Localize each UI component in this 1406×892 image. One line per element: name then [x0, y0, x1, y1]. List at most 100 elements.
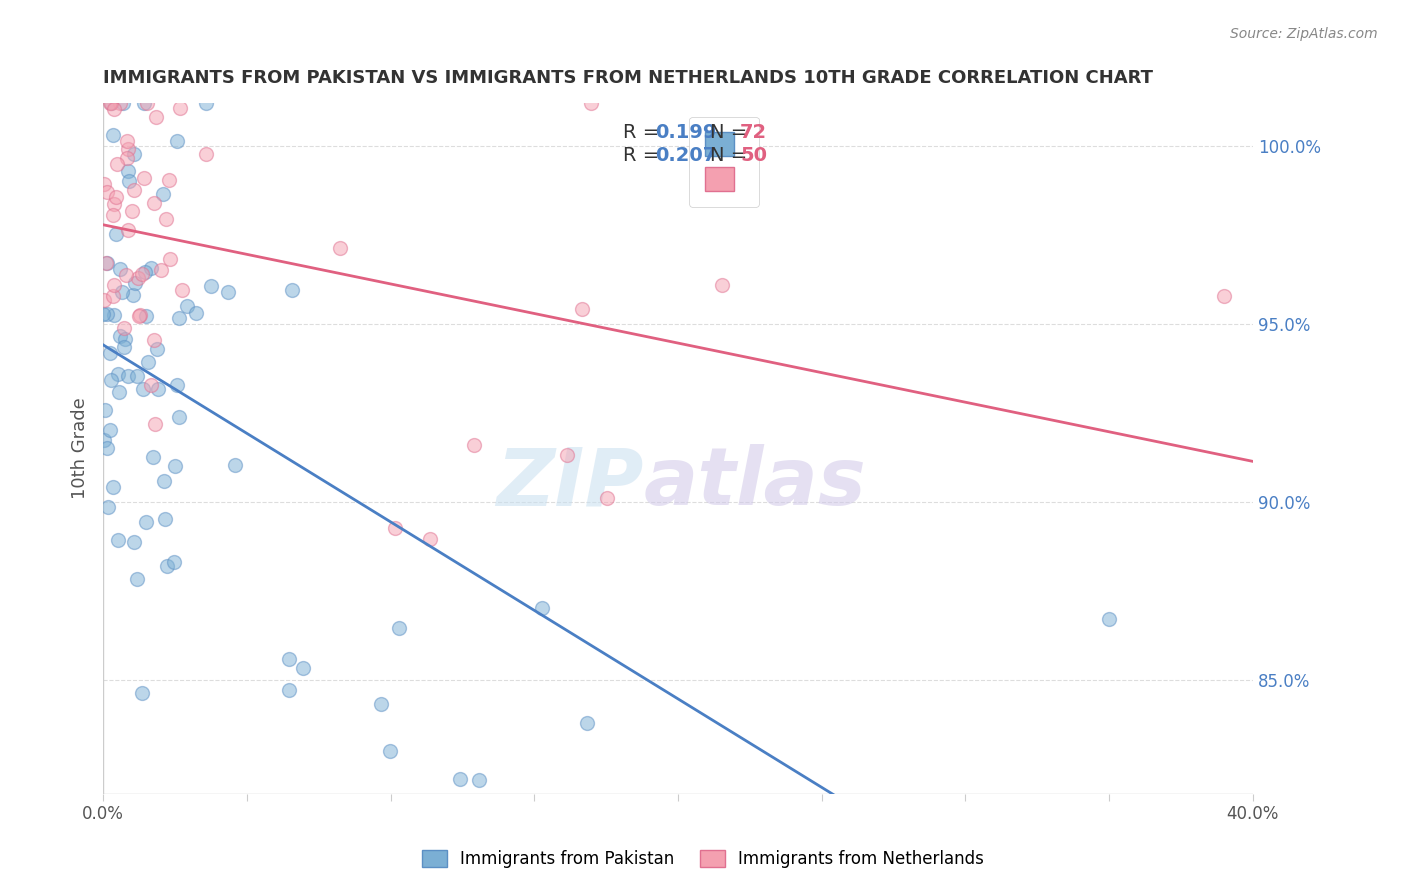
Point [93, 293, 115, 308]
Point [103, 196, 125, 211]
Point [96, 307, 118, 321]
Text: IMMIGRANTS FROM PAKISTAN VS IMMIGRANTS FROM NETHERLANDS 10TH GRADE CORRELATION C: IMMIGRANTS FROM PAKISTAN VS IMMIGRANTS F… [103, 69, 1153, 87]
Text: 50: 50 [740, 145, 768, 165]
Point [571, 301, 593, 316]
Point [104, 190, 127, 204]
Point [121, 203, 143, 218]
Point [108, 329, 131, 343]
Point [115, 151, 138, 165]
Point [93, 434, 115, 448]
Point [103, 102, 125, 116]
Point [93, 178, 115, 192]
Point [108, 96, 131, 111]
Text: 0.199: 0.199 [655, 123, 717, 142]
Point [150, 262, 173, 277]
Point [217, 285, 239, 300]
Point [152, 187, 174, 202]
Point [117, 223, 139, 237]
Point [135, 309, 157, 323]
Legend: Immigrants from Pakistan, Immigrants from Netherlands: Immigrants from Pakistan, Immigrants fro… [415, 843, 991, 875]
Point [112, 96, 135, 111]
Point [278, 651, 301, 665]
Point [166, 134, 188, 148]
Point [1213, 289, 1236, 303]
Point [169, 101, 191, 115]
Point [108, 262, 131, 277]
Point [100, 96, 122, 111]
Point [134, 265, 156, 279]
Point [195, 147, 218, 161]
Point [163, 555, 186, 569]
Point [127, 271, 149, 285]
Point [98, 96, 121, 111]
Point [141, 260, 163, 275]
Point [97, 500, 120, 515]
Point [114, 268, 136, 282]
Point [148, 383, 170, 397]
Text: Source: ZipAtlas.com: Source: ZipAtlas.com [1230, 27, 1378, 41]
Point [278, 682, 301, 697]
Point [555, 448, 578, 462]
Point [176, 300, 198, 314]
Point [145, 111, 167, 125]
Point [1098, 612, 1121, 626]
Point [101, 208, 124, 222]
Point [292, 660, 315, 674]
Point [167, 310, 190, 325]
Point [159, 252, 181, 266]
Text: R =: R = [623, 123, 659, 142]
Point [132, 170, 155, 185]
Text: R =: R = [623, 145, 659, 165]
Point [114, 321, 136, 335]
Point [122, 147, 145, 161]
Text: ZIP: ZIP [496, 444, 644, 522]
Text: 0.207: 0.207 [655, 145, 716, 165]
Point [143, 417, 166, 431]
Point [107, 533, 129, 547]
Point [91, 307, 114, 321]
Point [124, 277, 146, 291]
Point [370, 698, 392, 712]
Point [112, 340, 135, 354]
Point [100, 96, 122, 111]
Point [167, 409, 190, 424]
Point [118, 174, 141, 188]
Point [139, 377, 162, 392]
Text: N =: N = [710, 145, 748, 165]
Point [195, 96, 218, 111]
Point [329, 241, 352, 255]
Point [96, 441, 118, 455]
Point [98, 423, 121, 437]
Point [449, 772, 471, 786]
Point [579, 96, 602, 111]
Point [103, 308, 125, 322]
Point [143, 196, 166, 211]
Y-axis label: 10th Grade: 10th Grade [72, 398, 89, 500]
Point [419, 533, 441, 547]
Point [96, 256, 118, 270]
Point [122, 535, 145, 549]
Point [463, 437, 485, 451]
Point [166, 378, 188, 392]
Point [96, 186, 118, 200]
Point [125, 572, 148, 586]
Point [127, 369, 149, 384]
Text: atlas: atlas [644, 444, 866, 522]
Point [170, 283, 193, 297]
Point [131, 267, 153, 281]
Point [531, 600, 554, 615]
Point [135, 96, 157, 111]
Point [100, 372, 122, 386]
Point [101, 128, 124, 142]
Point [153, 512, 176, 526]
Point [122, 287, 145, 301]
Point [115, 134, 138, 148]
Point [107, 385, 129, 400]
Point [710, 278, 733, 293]
Point [94, 403, 117, 417]
Point [101, 480, 124, 494]
Point [105, 156, 128, 170]
Point [104, 227, 127, 241]
Point [117, 163, 139, 178]
Point [128, 309, 150, 323]
